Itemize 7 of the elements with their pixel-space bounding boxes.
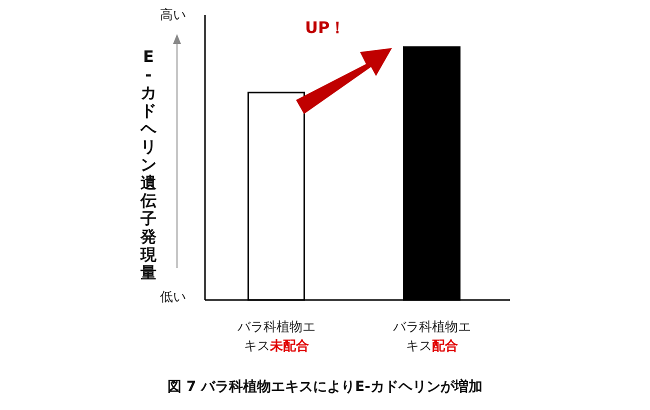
x-tick-label: バラ科植物エキス配合 — [392, 319, 472, 356]
x-tick-label: バラ科植物エキス未配合 — [236, 319, 316, 356]
text: UP！ — [305, 18, 346, 39]
text: E-カドヘリン遺伝子発現量 — [140, 47, 156, 282]
text: 低い — [160, 289, 186, 306]
text: 図 7 バラ科植物エキスによりE-カドヘリンが増加 — [166, 378, 484, 396]
text: 高い — [160, 7, 186, 24]
